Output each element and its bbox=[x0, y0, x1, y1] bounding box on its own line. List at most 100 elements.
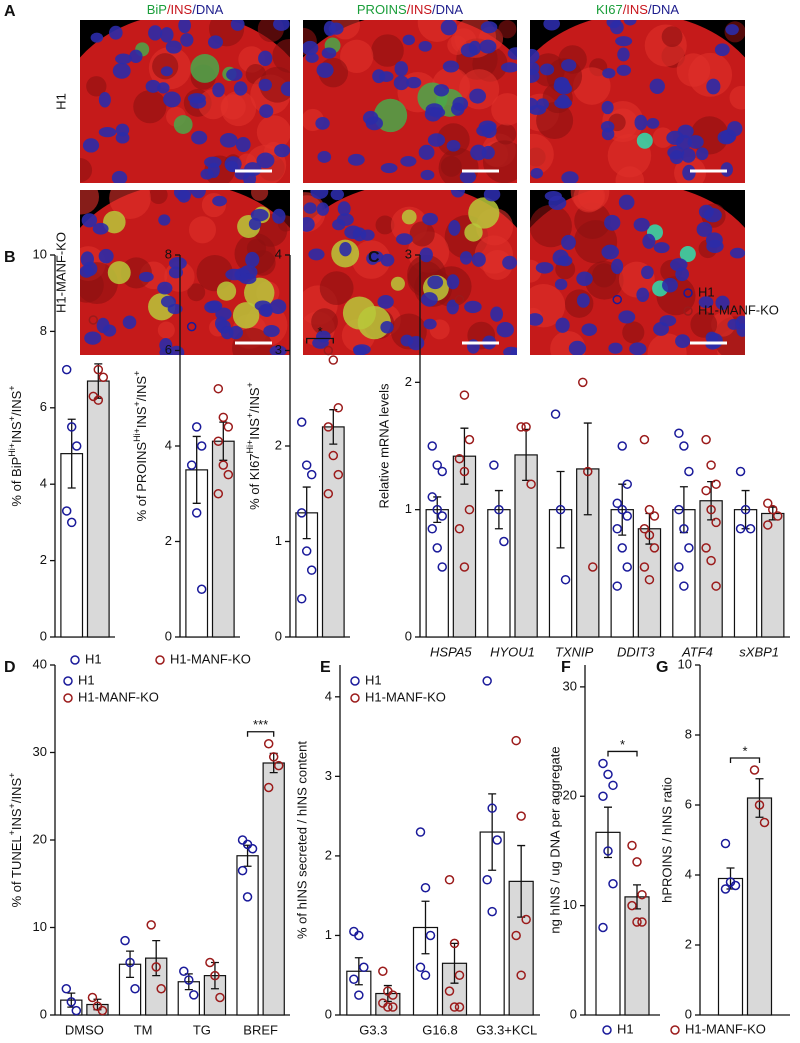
nucleus bbox=[576, 271, 593, 287]
cytoplasm bbox=[109, 190, 151, 219]
data-point bbox=[644, 504, 655, 515]
nucleus bbox=[446, 140, 461, 152]
data-point bbox=[706, 460, 716, 470]
data-point bbox=[93, 395, 104, 405]
nucleus bbox=[460, 43, 478, 58]
data-point bbox=[415, 827, 426, 837]
nucleus bbox=[469, 88, 487, 104]
y-tick-label: 4 bbox=[40, 476, 47, 491]
x-tick-label: DDIT3 bbox=[617, 644, 655, 659]
nucleus bbox=[129, 49, 143, 64]
data-point bbox=[437, 466, 447, 477]
nucleus bbox=[610, 20, 624, 35]
data-point bbox=[521, 422, 531, 432]
y-axis-label: % of BiPHi+INS+/INS+ bbox=[7, 385, 24, 506]
nucleus bbox=[561, 171, 579, 183]
nucleus bbox=[168, 256, 187, 270]
panel-label: G bbox=[656, 659, 668, 676]
data-point bbox=[768, 504, 778, 515]
nucleus bbox=[406, 76, 422, 89]
y-axis-label: % of PROINSHi+INS+/INS+ bbox=[132, 371, 149, 522]
data-point bbox=[186, 460, 197, 470]
nucleus bbox=[555, 317, 570, 333]
nucleus bbox=[467, 339, 480, 354]
data-point bbox=[179, 966, 189, 976]
data-point bbox=[617, 504, 627, 515]
nucleus bbox=[377, 294, 394, 309]
data-point bbox=[263, 739, 274, 749]
cytoplasm bbox=[188, 216, 217, 244]
error-bar bbox=[556, 470, 565, 549]
nucleus bbox=[659, 315, 677, 327]
nucleus bbox=[332, 219, 346, 231]
nucleus bbox=[530, 167, 544, 179]
panel-label: E bbox=[320, 659, 331, 676]
nucleus bbox=[112, 62, 131, 79]
data-point bbox=[242, 892, 253, 902]
x-tick-label: DMSO bbox=[65, 1022, 104, 1037]
cytoplasm bbox=[498, 20, 517, 39]
y-tick-label: 8 bbox=[685, 726, 692, 741]
data-point bbox=[706, 504, 716, 515]
data-point bbox=[464, 504, 475, 515]
data-point bbox=[213, 489, 224, 499]
nucleus bbox=[394, 61, 409, 77]
panel-label: B bbox=[4, 249, 16, 266]
data-point bbox=[598, 758, 608, 769]
error-bar bbox=[494, 489, 503, 530]
data-point bbox=[637, 889, 647, 900]
data-point bbox=[146, 920, 156, 930]
legend-marker bbox=[602, 1025, 612, 1035]
micrograph bbox=[80, 190, 290, 355]
nucleus bbox=[420, 169, 435, 181]
data-point bbox=[632, 857, 642, 867]
micrograph bbox=[80, 20, 290, 183]
data-point bbox=[354, 990, 364, 1000]
y-label-part: /INS bbox=[247, 387, 262, 413]
data-point bbox=[301, 546, 312, 556]
cytoplasm bbox=[652, 127, 674, 148]
data-point bbox=[71, 441, 82, 451]
y-label-part: % of BiP bbox=[9, 457, 24, 507]
nucleus bbox=[157, 281, 173, 295]
image-row-label: H1 bbox=[53, 93, 68, 110]
nucleus bbox=[328, 22, 344, 35]
data-point bbox=[588, 562, 598, 572]
nucleus bbox=[330, 190, 345, 201]
nucleus bbox=[423, 318, 437, 330]
significance-bracket bbox=[246, 731, 275, 737]
data-point bbox=[763, 520, 773, 530]
nucleus bbox=[280, 81, 290, 97]
bar bbox=[761, 512, 785, 638]
y-tick-label: 0 bbox=[40, 628, 47, 643]
data-point bbox=[627, 900, 637, 911]
data-point bbox=[323, 422, 334, 432]
nucleus bbox=[636, 287, 650, 302]
data-point bbox=[730, 880, 741, 891]
data-point bbox=[720, 884, 731, 894]
nucleus bbox=[662, 277, 678, 293]
data-point bbox=[444, 875, 455, 885]
nucleus bbox=[601, 127, 615, 141]
nucleus bbox=[310, 190, 329, 200]
bar bbox=[717, 877, 744, 1016]
nucleus bbox=[446, 274, 460, 290]
nucleus bbox=[366, 252, 379, 265]
nucleus bbox=[312, 337, 329, 349]
nucleus bbox=[180, 33, 194, 47]
y-tick-label: 8 bbox=[165, 246, 172, 261]
nucleus bbox=[618, 194, 635, 210]
data-point bbox=[156, 984, 166, 994]
cytoplasm bbox=[530, 204, 572, 248]
significance-label: * bbox=[742, 743, 747, 758]
y-tick-label: 3 bbox=[325, 768, 332, 783]
cytoplasm bbox=[311, 308, 338, 336]
data-point bbox=[427, 441, 437, 451]
data-point bbox=[487, 906, 497, 917]
y-label-part: INS bbox=[9, 421, 24, 443]
nucleus bbox=[615, 36, 633, 47]
nucleus bbox=[539, 63, 555, 76]
title-part: BiP bbox=[147, 2, 167, 17]
x-tick-label: HSPA5 bbox=[430, 644, 472, 659]
